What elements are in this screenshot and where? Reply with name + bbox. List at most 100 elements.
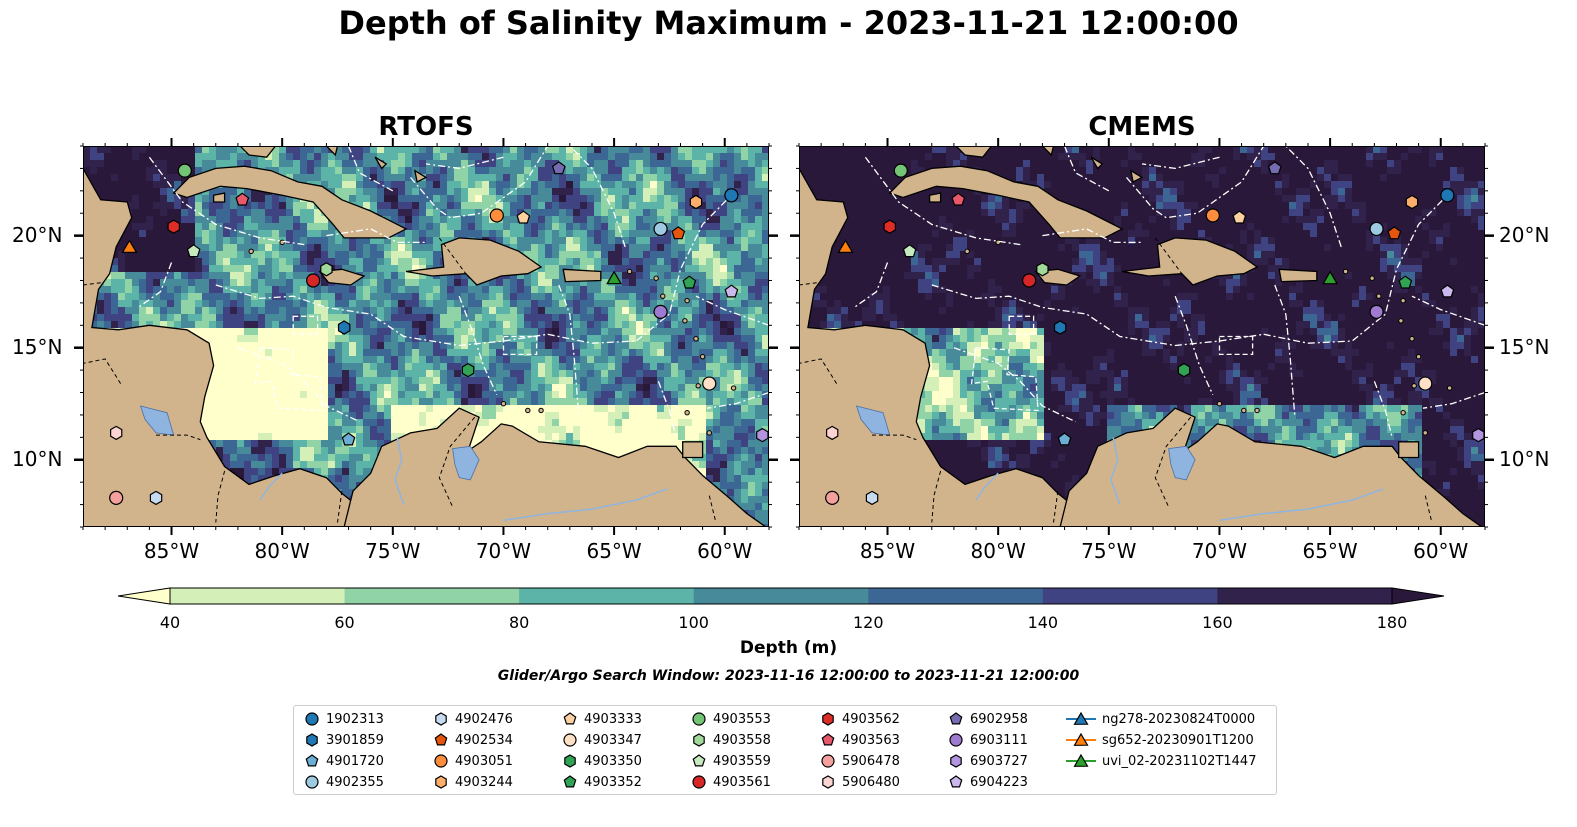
legend-symbol bbox=[306, 733, 318, 747]
legend-symbol bbox=[305, 712, 319, 726]
legend-item: 3901859 bbox=[304, 730, 384, 750]
legend-triangle bbox=[1073, 732, 1089, 746]
marker-1902313 bbox=[724, 188, 739, 203]
legend-label: 4903563 bbox=[842, 732, 900, 748]
island bbox=[1446, 385, 1453, 391]
legend-symbol bbox=[949, 775, 963, 788]
land bbox=[1278, 268, 1318, 283]
lake bbox=[139, 405, 175, 436]
eez-boundary bbox=[425, 156, 504, 170]
legend-item: 4901720 bbox=[304, 751, 384, 771]
legend-item: uvi_02-20231102T1447 bbox=[1066, 751, 1256, 771]
legend-marker-circle bbox=[305, 712, 319, 726]
legend-item: 4903559 bbox=[691, 751, 771, 771]
eez-boundary bbox=[148, 156, 305, 246]
eez-boundary bbox=[1218, 335, 1254, 356]
eez-boundary bbox=[292, 315, 319, 335]
legend-marker-hexagon bbox=[693, 733, 705, 747]
legend-label: 3901859 bbox=[326, 732, 384, 748]
lon-tick-label: 65°W bbox=[586, 539, 642, 563]
marker-1902313 bbox=[1440, 188, 1455, 203]
legend-marker-pentagon bbox=[305, 754, 319, 767]
legend-item: 4902534 bbox=[433, 730, 513, 750]
marker-4903563 bbox=[235, 192, 250, 206]
marker-3901859 bbox=[337, 320, 351, 335]
colorbar-bin bbox=[1217, 588, 1393, 604]
lake bbox=[452, 445, 480, 481]
marker-4902355 bbox=[653, 221, 668, 237]
legend-label: 4902355 bbox=[326, 774, 384, 790]
legend-marker-pentagon bbox=[563, 775, 577, 788]
legend-marker-pentagon bbox=[821, 733, 835, 746]
country-border bbox=[799, 358, 838, 384]
marker-4903051 bbox=[489, 208, 504, 223]
legend-symbol bbox=[305, 775, 319, 789]
eez-boundary bbox=[970, 347, 1039, 412]
island bbox=[660, 293, 666, 299]
land bbox=[413, 169, 428, 183]
legend-item: 4903561 bbox=[691, 772, 771, 792]
lon-tick-label: 65°W bbox=[1302, 539, 1358, 563]
colorbar-tick-label: 160 bbox=[1202, 613, 1233, 632]
marker-5906478 bbox=[825, 490, 840, 505]
island bbox=[538, 407, 544, 414]
legend-item: 6902958 bbox=[948, 709, 1028, 729]
lake bbox=[1168, 445, 1196, 481]
legend-marker-hexagon bbox=[564, 754, 576, 768]
panel-title-rtofs: RTOFS bbox=[378, 112, 474, 142]
colorbar-extend-max bbox=[1391, 587, 1445, 605]
eez-boundary bbox=[657, 381, 677, 438]
eez-boundary bbox=[458, 295, 498, 396]
country-border bbox=[438, 416, 476, 508]
legend-symbol bbox=[821, 733, 835, 746]
river bbox=[1219, 488, 1384, 522]
island bbox=[1369, 275, 1375, 281]
legend-label: 4901720 bbox=[326, 753, 384, 769]
legend-item: 1902313 bbox=[304, 709, 384, 729]
island bbox=[1415, 353, 1422, 360]
island bbox=[248, 248, 254, 255]
colorbar-bin bbox=[868, 588, 1044, 604]
marker-6903111 bbox=[1369, 304, 1384, 319]
colorbar-bin bbox=[519, 588, 695, 604]
marker-6902958 bbox=[551, 161, 566, 175]
marker-4903350 bbox=[461, 362, 475, 378]
legend-item: 4903558 bbox=[691, 730, 771, 750]
colorbar-label: Depth (m) bbox=[739, 638, 838, 658]
legend-symbol bbox=[693, 733, 705, 747]
country-border bbox=[1154, 237, 1183, 274]
panel-title-cmems: CMEMS bbox=[1088, 112, 1196, 142]
legend-label: 4903244 bbox=[455, 774, 513, 790]
eez-boundary bbox=[1263, 190, 1453, 344]
legend-label: uvi_02-20231102T1447 bbox=[1102, 753, 1257, 769]
legend-label: 4903559 bbox=[713, 753, 771, 769]
island bbox=[695, 383, 701, 389]
marker-4903553 bbox=[177, 163, 192, 178]
marker-4903558 bbox=[320, 262, 333, 277]
marker-4903559 bbox=[902, 244, 917, 258]
river bbox=[259, 472, 283, 501]
lon-tick-label: 85°W bbox=[859, 539, 916, 563]
marker-4903562 bbox=[167, 219, 181, 234]
land bbox=[83, 167, 354, 527]
island bbox=[730, 385, 737, 391]
legend-label: 4903350 bbox=[584, 753, 642, 769]
country-border bbox=[931, 470, 942, 523]
figure-title: Depth of Salinity Maximum - 2023-11-21 1… bbox=[338, 4, 1239, 42]
legend-marker-circle bbox=[949, 733, 963, 747]
legend-marker-circle bbox=[692, 712, 706, 726]
marker-4903352 bbox=[682, 275, 697, 289]
land bbox=[1041, 146, 1055, 157]
island bbox=[1398, 318, 1404, 324]
legend-label: ng278-20230824T0000 bbox=[1102, 711, 1256, 727]
legend-item: 5906478 bbox=[820, 751, 900, 771]
marker-4903558 bbox=[1036, 262, 1049, 277]
legend-label: 4902534 bbox=[455, 732, 513, 748]
legend-symbol bbox=[434, 733, 448, 746]
legend-label: 4903561 bbox=[713, 774, 771, 790]
marker-5906478 bbox=[109, 490, 124, 505]
map-frame bbox=[799, 146, 1485, 527]
legend-item: 5906480 bbox=[820, 772, 900, 792]
marker-6903111 bbox=[653, 304, 668, 319]
